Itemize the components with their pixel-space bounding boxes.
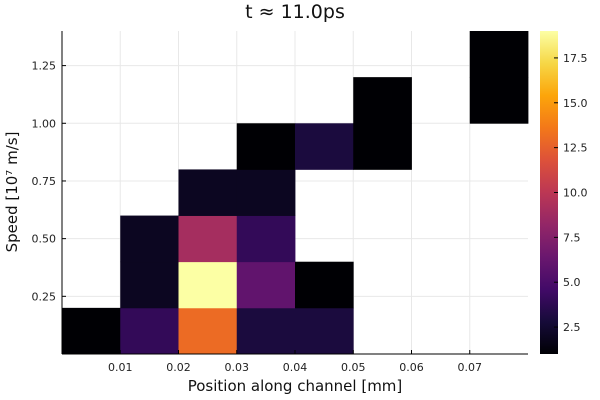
heatmap-cell — [295, 261, 354, 309]
y-tick-label: 1.00 — [32, 117, 57, 130]
x-tick-labels: 0.01 0.02 0.03 0.04 0.05 0.06 0.07 — [108, 350, 482, 374]
y-axis-label: Speed [10⁷ m/s] — [3, 132, 21, 253]
colorbar-tick-label: 10.0 — [563, 187, 588, 200]
heatmap-cell — [120, 215, 179, 263]
heatmap-cell — [178, 261, 238, 309]
heatmap-cell — [469, 31, 529, 78]
colorbar-tick-labels: 2.5 5.0 7.5 10.0 12.5 15.0 17.5 — [554, 52, 588, 334]
colorbar-tick-label: 2.5 — [563, 321, 581, 334]
y-tick-label: 1.25 — [32, 60, 57, 73]
colorbar-tick-label: 5.0 — [563, 276, 581, 289]
heatmap-cell — [353, 77, 412, 124]
heatmap-cell — [236, 169, 296, 216]
heatmap-cell — [469, 77, 529, 124]
colorbar-tick-label: 17.5 — [563, 52, 588, 65]
x-tick-label: 0.05 — [341, 361, 366, 374]
heatmap-cell — [178, 169, 238, 216]
heatmap-cell — [236, 123, 296, 170]
heatmap-cell — [236, 261, 296, 309]
chart-title: t ≈ 11.0ps — [245, 1, 345, 23]
heatmap-cell — [236, 307, 296, 355]
heatmap-cell — [353, 123, 412, 170]
y-tick-label: 0.25 — [32, 290, 57, 303]
colorbar-tick-label: 12.5 — [563, 142, 588, 155]
x-tick-label: 0.01 — [108, 361, 133, 374]
heatmap-cell — [62, 307, 121, 355]
x-tick-label: 0.03 — [225, 361, 250, 374]
y-tick-label: 0.75 — [32, 175, 57, 188]
heatmap-cell — [295, 123, 354, 170]
heatmap-cell — [178, 307, 238, 355]
x-axis-label: Position along channel [mm] — [188, 377, 403, 395]
colorbar — [540, 31, 558, 354]
x-tick-label: 0.02 — [166, 361, 191, 374]
x-tick-label: 0.07 — [458, 361, 483, 374]
colorbar-tick-label: 7.5 — [563, 231, 581, 244]
x-tick-label: 0.04 — [283, 361, 308, 374]
heatmap-cell — [178, 215, 238, 263]
colorbar-tick-label: 15.0 — [563, 97, 588, 110]
heatmap-cell — [236, 215, 296, 263]
heatmap-cell — [295, 307, 354, 355]
y-tick-labels: 0.25 0.50 0.75 1.00 1.25 — [32, 60, 66, 303]
x-tick-label: 0.06 — [399, 361, 424, 374]
heatmap-cells — [62, 31, 529, 355]
heatmap-cell — [120, 307, 179, 355]
y-tick-label: 0.50 — [32, 233, 57, 246]
heatmap-cell — [120, 261, 179, 309]
